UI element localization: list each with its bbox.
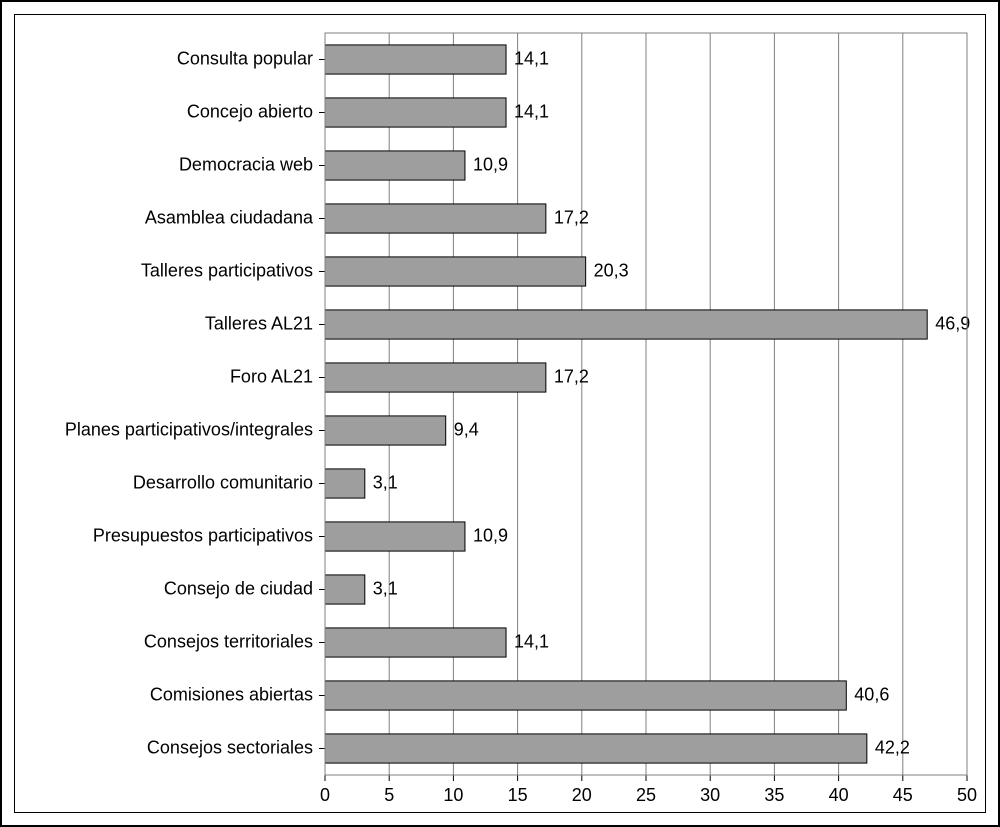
bar [325,469,365,498]
category-label: Desarrollo comunitario [133,472,313,492]
bar [325,310,927,339]
category-label: Asamblea ciudadana [145,207,314,227]
x-tick-label: 30 [700,785,720,805]
value-label: 20,3 [594,260,629,280]
x-tick-label: 15 [508,785,528,805]
chart-inner-frame: 0 5 10 15 20 25 30 35 40 45 50 Consulta popular 14,1… [14,14,986,813]
value-label: 10,9 [473,154,508,174]
category-label: Consulta popular [177,48,313,68]
bar [325,257,586,286]
bar-chart: 0 5 10 15 20 25 30 35 40 45 50 Consulta popular 14,1… [15,15,987,814]
value-label: 14,1 [514,101,549,121]
category-label: Presupuestos participativos [93,525,313,545]
value-label: 17,2 [554,207,589,227]
category-label: Concejo abierto [187,101,313,121]
value-label: 3,1 [373,472,398,492]
chart-outer-frame: 0 5 10 15 20 25 30 35 40 45 50 Consulta popular 14,1… [0,0,1000,827]
bar [325,522,465,551]
category-label: Foro AL21 [230,366,313,386]
bar [325,98,506,127]
value-label: 40,6 [854,684,889,704]
x-tick-label: 10 [443,785,463,805]
category-label: Consejos sectoriales [147,737,313,757]
bar [325,734,867,763]
category-label: Comisiones abiertas [150,684,313,704]
category-label: Consejo de ciudad [164,578,313,598]
bar [325,45,506,74]
category-label: Democracia web [179,154,313,174]
x-tick-label: 25 [636,785,656,805]
bar [325,575,365,604]
bar [325,151,465,180]
bar [325,628,506,657]
x-tick-label: 40 [829,785,849,805]
x-tick-label: 0 [320,785,330,805]
bar [325,681,846,710]
value-label: 46,9 [935,313,970,333]
value-label: 9,4 [454,419,479,439]
value-label: 42,2 [875,737,910,757]
bar [325,416,446,445]
x-tick-label: 35 [764,785,784,805]
x-tick-label: 20 [572,785,592,805]
value-label: 17,2 [554,366,589,386]
x-tick-label: 45 [893,785,913,805]
x-tick-label: 5 [384,785,394,805]
bar [325,204,546,233]
x-tick-label: 50 [957,785,977,805]
bar [325,363,546,392]
value-label: 14,1 [514,631,549,651]
category-label: Talleres AL21 [205,313,313,333]
category-label: Planes participativos/integrales [65,419,313,439]
value-label: 10,9 [473,525,508,545]
category-label: Consejos territoriales [144,631,313,651]
value-label: 14,1 [514,48,549,68]
category-label: Talleres participativos [141,260,313,280]
value-label: 3,1 [373,578,398,598]
